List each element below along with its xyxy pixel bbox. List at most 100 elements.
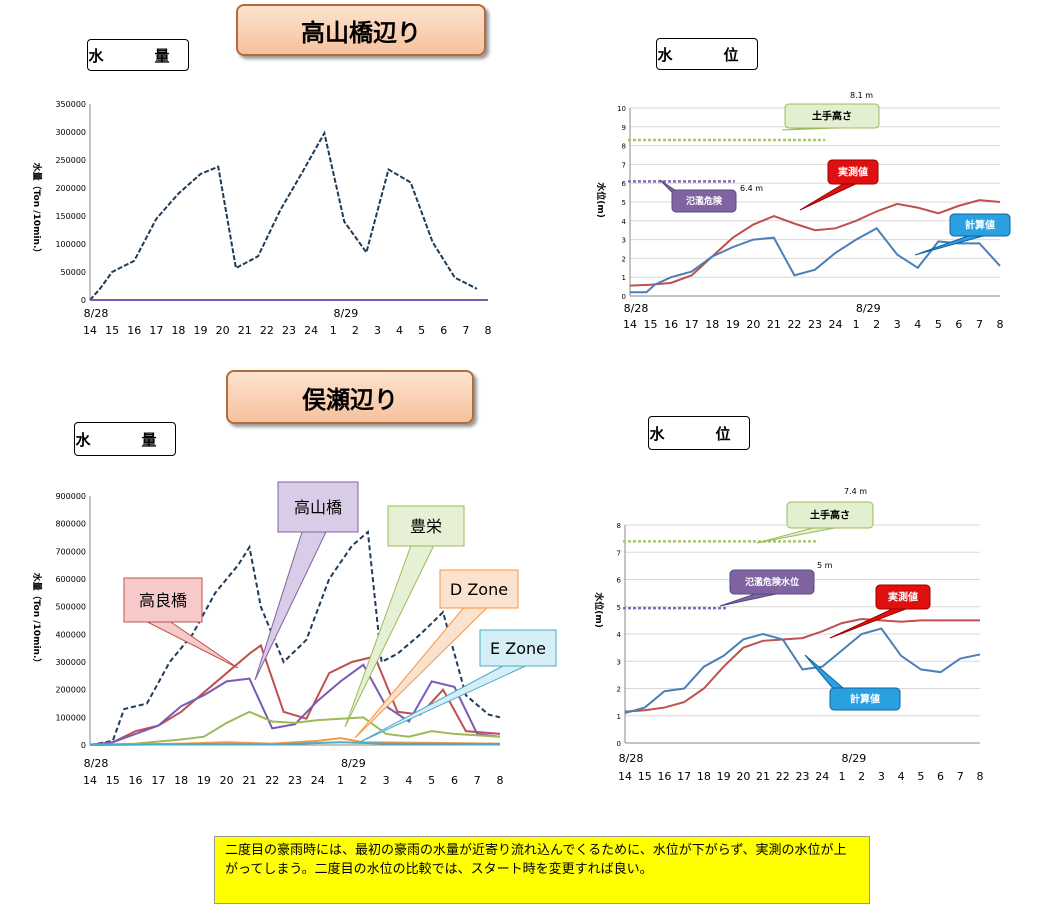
chart3-series-line (89, 663, 501, 746)
chart4-measured-callout-text: 実測値 (888, 591, 918, 604)
chart3-y-tick-label: 400000 (55, 630, 86, 639)
chart3-dzone-callout-pointer (354, 607, 489, 739)
chart3-y-tick-label: 900000 (55, 492, 86, 501)
chart2-y-tick-label: 1 (622, 274, 626, 282)
chart4-danger-value: 5 m (817, 561, 833, 570)
chart3-x-tick-label: 18 (174, 774, 188, 787)
chart2-y-tick-label: 4 (622, 218, 627, 226)
chart1-x-tick-label: 4 (396, 324, 403, 337)
matase-title-banner: 俣瀬辺り (226, 370, 474, 424)
chart3-y-tick-label: 800000 (55, 520, 86, 529)
level-label-top: 水 位 (656, 38, 758, 70)
chart2-x-tick-label: 7 (976, 318, 983, 331)
chart2-x-tick-label: 15 (644, 318, 658, 331)
chart4-x-tick-label: 24 (815, 770, 829, 783)
chart4-y-tick-label: 6 (617, 577, 622, 585)
chart1-y-tick-label: 150000 (55, 212, 86, 221)
chart3-y-tick-label: 200000 (55, 686, 86, 695)
takayama-title-banner: 高山橋辺り (236, 4, 486, 56)
chart1-date-label: 8/28 (84, 307, 109, 320)
chart1-x-tick-label: 7 (462, 324, 469, 337)
chart3-x-tick-label: 23 (288, 774, 302, 787)
chart2-x-tick-label: 16 (664, 318, 678, 331)
chart3-takayama-callout-pointer (254, 531, 327, 681)
chart4-x-tick-label: 5 (917, 770, 924, 783)
chart3-y-tick-label: 600000 (55, 575, 86, 584)
chart2-y-tick-label: 9 (622, 124, 626, 132)
note-box: 二度目の豪雨時には、最初の豪雨の水量が近寄り流れ込んでくるために、水位が下がらず… (214, 836, 870, 904)
level-label-bottom: 水 位 (648, 416, 750, 450)
chart3-y-tick-label: 300000 (55, 658, 86, 667)
chart3-x-tick-label: 14 (83, 774, 97, 787)
chart2-x-tick-label: 21 (767, 318, 781, 331)
chart4-measured-callout-box (875, 584, 931, 610)
chart2-y-tick-label: 8 (622, 143, 626, 151)
chart1-y-tick-label: 50000 (61, 268, 86, 277)
chart3-takara-callout-box (123, 577, 203, 623)
chart4-y-tick-label: 5 (617, 604, 621, 612)
chart2-measured-callout-pointer (799, 183, 856, 211)
chart1-x-tick-label: 6 (440, 324, 447, 337)
chart2-y-tick-label: 6 (622, 180, 627, 188)
chart2-date-label: 8/29 (856, 302, 881, 315)
chart4-x-tick-label: 20 (736, 770, 750, 783)
chart2-x-tick-label: 3 (894, 318, 901, 331)
chart3-x-tick-label: 24 (311, 774, 325, 787)
chart2-bank-callout-text: 土手高さ (812, 110, 852, 123)
chart2-danger-callout-box (671, 189, 737, 213)
chart3-x-tick-label: 17 (151, 774, 165, 787)
chart4-x-tick-label: 6 (937, 770, 944, 783)
chart3-y-tick-label: 700000 (55, 547, 86, 556)
chart1-y-axis-label: 水量（Ton /10min.） (31, 163, 43, 258)
chart3-date-label: 8/28 (84, 757, 109, 770)
chart4-x-tick-label: 2 (858, 770, 865, 783)
chart1-x-tick-label: 8 (485, 324, 492, 337)
chart1-x-tick-label: 15 (105, 324, 119, 337)
chart2-calc-callout-pointer (914, 235, 984, 256)
chart3-ezone-callout-text: E Zone (490, 639, 546, 658)
chart3-x-tick-label: 6 (451, 774, 458, 787)
chart1-y-tick-label: 350000 (55, 100, 86, 109)
chart2-measured-callout-text: 実測値 (838, 166, 868, 179)
chart3-x-tick-label: 2 (360, 774, 367, 787)
chart4-x-tick-label: 8 (977, 770, 984, 783)
chart1-x-tick-label: 3 (374, 324, 381, 337)
chart3-takara-callout-pointer (147, 621, 239, 669)
chart4-calc-callout-text: 計算値 (850, 693, 880, 706)
chart4-bank-callout-text: 土手高さ (810, 509, 850, 522)
chart2-x-tick-label: 1 (853, 318, 860, 331)
chart3-series-line (89, 741, 501, 746)
chart3-date-label: 8/29 (341, 757, 366, 770)
chart3-x-tick-label: 21 (242, 774, 256, 787)
chart2-x-tick-label: 5 (935, 318, 942, 331)
chart2-x-tick-label: 4 (914, 318, 921, 331)
chart3-x-tick-label: 22 (265, 774, 279, 787)
chart3-x-tick-label: 15 (106, 774, 120, 787)
chart2-x-tick-label: 6 (955, 318, 962, 331)
chart4-danger-callout-box (729, 569, 815, 595)
chart4-x-tick-label: 4 (898, 770, 905, 783)
chart1-x-tick-label: 22 (260, 324, 274, 337)
chart1-x-tick-label: 24 (304, 324, 318, 337)
chart1-series-line (89, 130, 478, 301)
chart3-houei-callout-text: 豊栄 (410, 517, 442, 536)
chart3-takayama-callout-text: 高山橋 (294, 498, 342, 517)
chart1-y-tick-label: 200000 (55, 184, 86, 193)
chart4-x-tick-label: 23 (796, 770, 810, 783)
chart1-y-tick-label: 100000 (55, 240, 86, 249)
chart3-y-tick-label: 500000 (55, 603, 86, 612)
chart4-y-tick-label: 0 (617, 740, 621, 748)
chart1-x-tick-label: 18 (171, 324, 185, 337)
chart2-x-tick-label: 17 (685, 318, 699, 331)
chart2-y-tick-label: 3 (622, 237, 626, 245)
chart3-series-line (89, 710, 501, 746)
chart4-x-tick-label: 17 (677, 770, 691, 783)
chart3-takayama-callout-box (277, 481, 359, 533)
chart4-series-line (624, 618, 980, 713)
chart2-x-tick-label: 18 (705, 318, 719, 331)
chart3-y-tick-label: 100000 (55, 713, 86, 722)
chart4-x-tick-label: 16 (657, 770, 671, 783)
chart2-x-tick-label: 8 (997, 318, 1004, 331)
chart2-x-tick-label: 24 (829, 318, 843, 331)
chart2-x-tick-label: 20 (746, 318, 760, 331)
